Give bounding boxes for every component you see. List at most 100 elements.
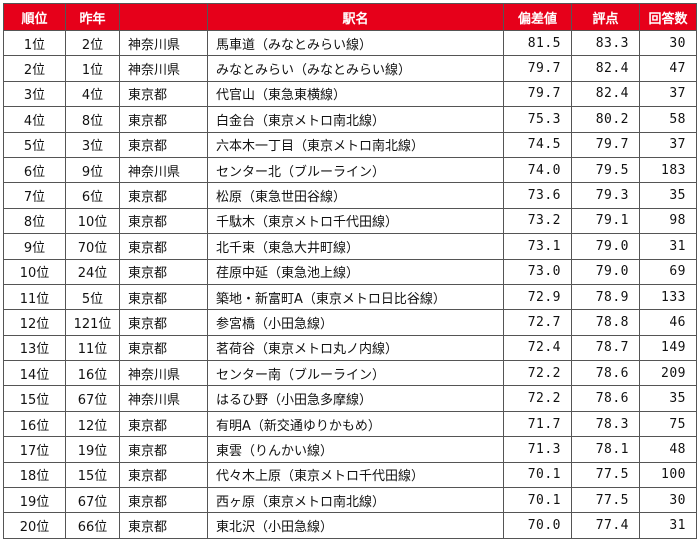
cell-prefecture: 東京都 <box>119 410 208 438</box>
cell-response-count: 98 <box>639 207 697 235</box>
cell-rank: 12位 <box>3 309 66 336</box>
cell-station-name: 白金台（東京メトロ南北線） <box>207 106 504 133</box>
cell-station-name: 六本木一丁目（東京メトロ南北線） <box>207 131 504 158</box>
cell-score: 82.4 <box>571 55 640 82</box>
cell-score: 77.5 <box>571 461 640 489</box>
table-row: 19位 67位 東京都 西ヶ原（東京メトロ南北線） 70.1 77.5 30 <box>3 487 697 514</box>
cell-score: 78.1 <box>571 436 640 463</box>
cell-prefecture: 神奈川県 <box>119 385 208 412</box>
cell-rank: 8位 <box>3 207 66 235</box>
cell-station-name: 参宮橋（小田急線） <box>207 309 504 336</box>
table-row: 9位 70位 東京都 北千束（東急大井町線） 73.1 79.0 31 <box>3 233 697 260</box>
cell-prefecture: 東京都 <box>119 207 208 235</box>
cell-prefecture: 東京都 <box>119 512 208 539</box>
cell-score: 77.5 <box>571 487 640 514</box>
cell-rank: 7位 <box>3 182 66 209</box>
cell-score: 78.9 <box>571 283 640 311</box>
cell-score: 79.3 <box>571 182 640 209</box>
table-row: 1位 2位 神奈川県 馬車道（みなとみらい線） 81.5 83.3 30 <box>3 29 697 57</box>
cell-rank: 13位 <box>3 334 66 362</box>
cell-deviation: 70.1 <box>503 461 572 489</box>
cell-previous-year: 67位 <box>65 487 120 514</box>
cell-station-name: 代官山（東急東横線） <box>207 80 504 108</box>
cell-prefecture: 神奈川県 <box>119 156 208 184</box>
cell-station-name: 代々木上原（東京メトロ千代田線） <box>207 461 504 489</box>
cell-prefecture: 東京都 <box>119 309 208 336</box>
cell-rank: 11位 <box>3 283 66 311</box>
cell-previous-year: 3位 <box>65 131 120 158</box>
cell-response-count: 75 <box>639 410 697 438</box>
cell-score: 78.8 <box>571 309 640 336</box>
header-rank: 順位 <box>3 3 66 31</box>
cell-score: 78.6 <box>571 385 640 412</box>
cell-score: 80.2 <box>571 106 640 133</box>
cell-deviation: 70.1 <box>503 487 572 514</box>
cell-station-name: センター北（ブルーライン） <box>207 156 504 184</box>
cell-previous-year: 66位 <box>65 512 120 539</box>
cell-score: 82.4 <box>571 80 640 108</box>
cell-deviation: 73.0 <box>503 258 572 285</box>
cell-previous-year: 70位 <box>65 233 120 260</box>
cell-previous-year: 8位 <box>65 106 120 133</box>
cell-score: 78.7 <box>571 334 640 362</box>
cell-prefecture: 東京都 <box>119 436 208 463</box>
cell-rank: 17位 <box>3 436 66 463</box>
cell-previous-year: 12位 <box>65 410 120 438</box>
cell-rank: 10位 <box>3 258 66 285</box>
cell-rank: 15位 <box>3 385 66 412</box>
cell-rank: 1位 <box>3 29 66 57</box>
table-row: 10位 24位 東京都 荏原中延（東急池上線） 73.0 79.0 69 <box>3 258 697 285</box>
cell-deviation: 70.0 <box>503 512 572 539</box>
cell-response-count: 48 <box>639 436 697 463</box>
table-row: 12位 121位 東京都 参宮橋（小田急線） 72.7 78.8 46 <box>3 309 697 336</box>
cell-previous-year: 24位 <box>65 258 120 285</box>
cell-previous-year: 2位 <box>65 29 120 57</box>
cell-prefecture: 東京都 <box>119 131 208 158</box>
table-row: 6位 9位 神奈川県 センター北（ブルーライン） 74.0 79.5 183 <box>3 156 697 184</box>
cell-station-name: 千駄木（東京メトロ千代田線） <box>207 207 504 235</box>
header-prefecture <box>119 3 208 31</box>
cell-prefecture: 神奈川県 <box>119 29 208 57</box>
cell-rank: 9位 <box>3 233 66 260</box>
table-row: 18位 15位 東京都 代々木上原（東京メトロ千代田線） 70.1 77.5 100 <box>3 461 697 489</box>
cell-deviation: 74.5 <box>503 131 572 158</box>
cell-score: 79.5 <box>571 156 640 184</box>
cell-response-count: 69 <box>639 258 697 285</box>
cell-previous-year: 5位 <box>65 283 120 311</box>
cell-previous-year: 121位 <box>65 309 120 336</box>
cell-rank: 3位 <box>3 80 66 108</box>
cell-response-count: 149 <box>639 334 697 362</box>
cell-prefecture: 東京都 <box>119 334 208 362</box>
cell-score: 83.3 <box>571 29 640 57</box>
cell-score: 79.1 <box>571 207 640 235</box>
header-deviation: 偏差値 <box>503 3 572 31</box>
cell-response-count: 30 <box>639 29 697 57</box>
cell-response-count: 46 <box>639 309 697 336</box>
table-row: 13位 11位 東京都 茗荷谷（東京メトロ丸ノ内線） 72.4 78.7 149 <box>3 334 697 362</box>
cell-station-name: 北千束（東急大井町線） <box>207 233 504 260</box>
table-row: 17位 19位 東京都 東雲（りんかい線） 71.3 78.1 48 <box>3 436 697 463</box>
cell-response-count: 133 <box>639 283 697 311</box>
cell-deviation: 79.7 <box>503 55 572 82</box>
cell-response-count: 30 <box>639 487 697 514</box>
cell-previous-year: 9位 <box>65 156 120 184</box>
cell-prefecture: 東京都 <box>119 80 208 108</box>
cell-station-name: 松原（東急世田谷線） <box>207 182 504 209</box>
cell-station-name: 築地・新富町A（東京メトロ日比谷線） <box>207 283 504 311</box>
cell-score: 78.3 <box>571 410 640 438</box>
cell-deviation: 71.7 <box>503 410 572 438</box>
cell-station-name: 東北沢（小田急線） <box>207 512 504 539</box>
cell-response-count: 35 <box>639 182 697 209</box>
station-ranking-table: 順位 昨年 駅名 偏差値 評点 回答数 1位 2位 神奈川県 馬車道（みなとみらい線）… <box>3 3 697 539</box>
table-row: 7位 6位 東京都 松原（東急世田谷線） 73.6 79.3 35 <box>3 182 697 209</box>
cell-previous-year: 4位 <box>65 80 120 108</box>
cell-previous-year: 16位 <box>65 360 120 387</box>
cell-rank: 5位 <box>3 131 66 158</box>
cell-rank: 2位 <box>3 55 66 82</box>
cell-station-name: はるひ野（小田急多摩線） <box>207 385 504 412</box>
table-row: 2位 1位 神奈川県 みなとみらい（みなとみらい線） 79.7 82.4 47 <box>3 55 697 82</box>
cell-station-name: 茗荷谷（東京メトロ丸ノ内線） <box>207 334 504 362</box>
cell-prefecture: 東京都 <box>119 106 208 133</box>
cell-previous-year: 11位 <box>65 334 120 362</box>
cell-station-name: 有明A（新交通ゆりかもめ） <box>207 410 504 438</box>
